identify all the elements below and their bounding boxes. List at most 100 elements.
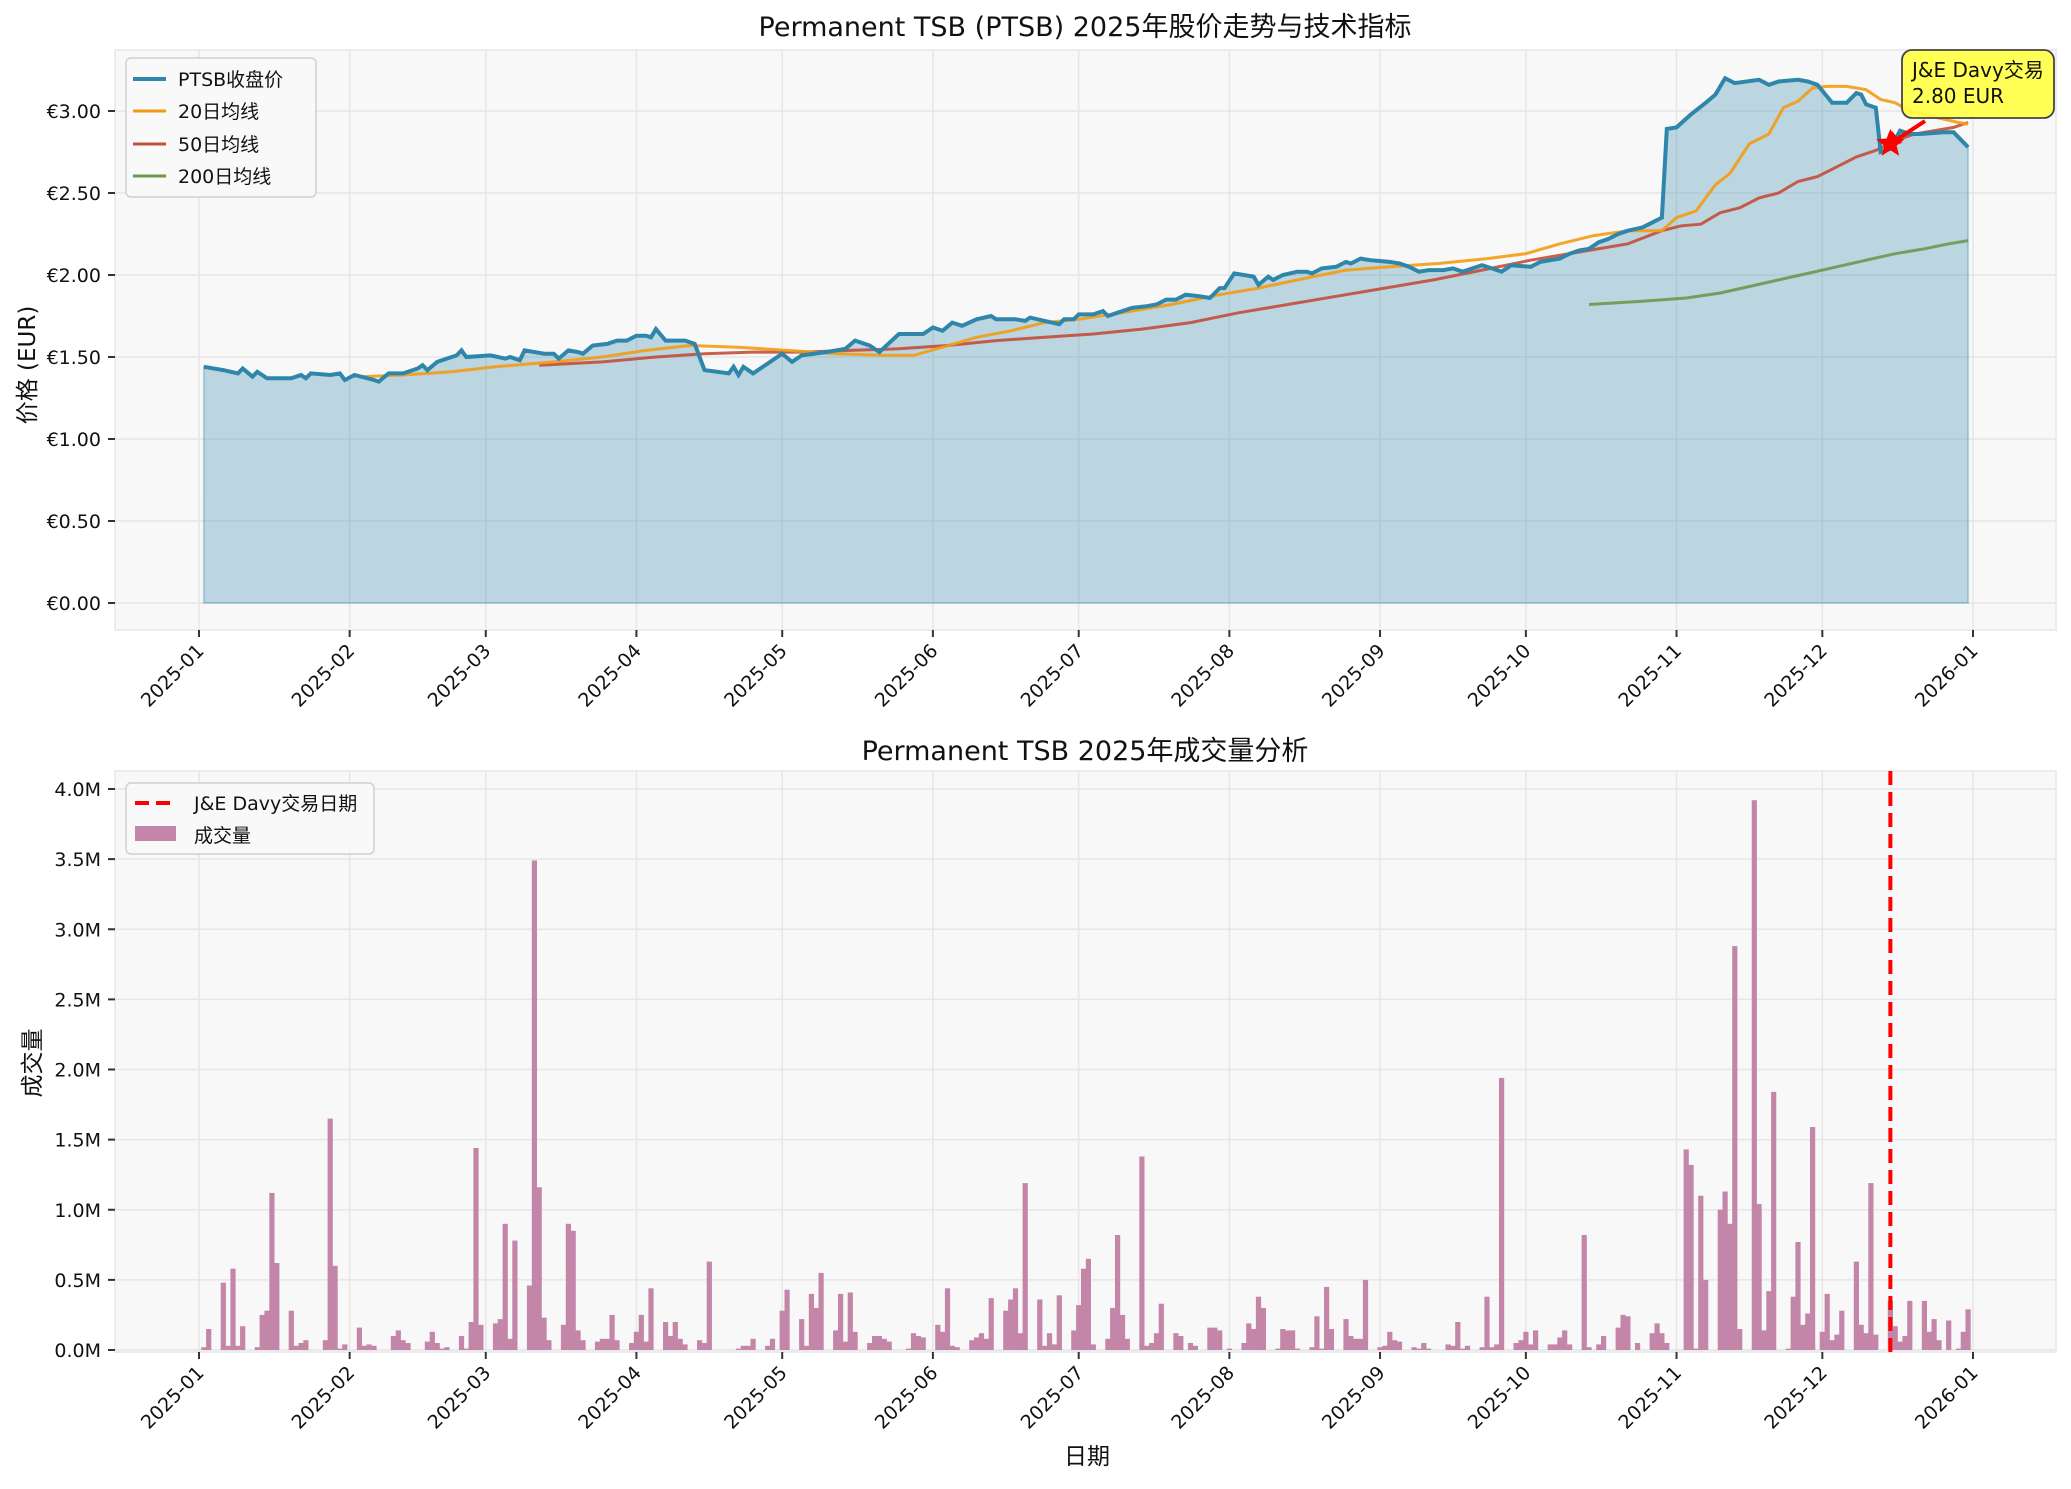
volume-bar: [1124, 1338, 1130, 1350]
volume-bar: [1824, 1293, 1830, 1350]
volume-bar: [1460, 1348, 1466, 1350]
volume-bar: [1829, 1340, 1835, 1350]
volume-bar: [395, 1330, 401, 1350]
volume-bar: [1625, 1316, 1631, 1350]
volume-bar: [1144, 1345, 1150, 1350]
volume-bar: [920, 1337, 926, 1350]
volume-bar: [852, 1331, 858, 1350]
volume-bar: [1255, 1296, 1262, 1350]
volume-bar: [940, 1331, 946, 1350]
volume-bar: [1056, 1295, 1062, 1350]
volume-bar: [434, 1343, 440, 1350]
volume-bar: [983, 1338, 989, 1350]
volume-bar: [697, 1340, 703, 1350]
volume-bar: [1892, 1326, 1898, 1350]
volume-bar: [1790, 1296, 1796, 1350]
volume-y-tick-label: 2.0M: [54, 1060, 101, 1082]
price-chart-title: Permanent TSB (PTSB) 2025年股价走势与技术指标: [759, 12, 1412, 43]
volume-bar: [254, 1347, 260, 1350]
volume-bar: [541, 1317, 547, 1350]
volume-bar: [1528, 1344, 1534, 1350]
volume-bar: [1785, 1348, 1791, 1350]
volume-bar: [1479, 1347, 1485, 1350]
price-y-tick-label: €1.50: [47, 347, 101, 369]
volume-bar: [439, 1348, 445, 1350]
volume-bar: [371, 1345, 377, 1350]
volume-y-tick-label: 0.0M: [54, 1340, 101, 1362]
price-y-tick-label: €0.50: [47, 511, 101, 533]
volume-bar: [915, 1336, 921, 1350]
volume-bar: [1955, 1348, 1961, 1350]
price-y-label: 价格 (EUR): [15, 306, 41, 425]
volume-bar: [1153, 1333, 1160, 1350]
volume-bar: [1552, 1344, 1558, 1350]
volume-bar: [1834, 1334, 1840, 1350]
legend-ma50-label: 50日均线: [178, 134, 259, 156]
volume-bar: [1421, 1343, 1427, 1350]
volume-bar: [269, 1192, 275, 1350]
volume-bar: [458, 1336, 465, 1350]
volume-bar: [1965, 1309, 1971, 1350]
volume-bar: [663, 1322, 669, 1351]
volume-bar: [1756, 1204, 1762, 1350]
volume-bar: [1693, 1348, 1699, 1350]
volume-bar: [1387, 1331, 1393, 1350]
volume-bar: [390, 1336, 396, 1350]
volume-bar: [1324, 1286, 1330, 1350]
volume-bar: [1513, 1343, 1519, 1350]
volume-bar: [1187, 1343, 1194, 1350]
volume-bar: [633, 1331, 639, 1350]
volume-y-tick-label: 4.0M: [54, 779, 101, 801]
volume-bar: [1649, 1333, 1655, 1350]
volume-bars: [201, 800, 1971, 1351]
volume-bar: [1805, 1313, 1811, 1350]
volume-bar: [1795, 1242, 1801, 1350]
bar-legend-swatch: [135, 826, 176, 841]
volume-bar: [1698, 1195, 1704, 1350]
volume-bar: [978, 1333, 985, 1350]
volume-bar: [847, 1292, 853, 1350]
volume-bar: [303, 1340, 309, 1350]
volume-bar: [1173, 1333, 1179, 1350]
volume-bar: [1766, 1291, 1772, 1350]
price-y-tick-label: €3.00: [47, 101, 101, 123]
volume-bar: [1377, 1347, 1383, 1350]
volume-bar: [1396, 1341, 1403, 1350]
volume-bar: [1046, 1333, 1053, 1350]
volume-bar: [867, 1343, 873, 1350]
volume-bar: [1003, 1310, 1009, 1350]
volume-bar: [225, 1345, 231, 1350]
trade-star-marker: [1876, 128, 1905, 156]
price-chart: €0.00€0.50€1.00€1.50€2.00€2.50€3.00 2025…: [15, 12, 2057, 712]
volume-bar: [1683, 1149, 1689, 1350]
volume-bar: [1309, 1347, 1315, 1350]
volume-bar: [779, 1310, 785, 1350]
volume-bar: [444, 1347, 450, 1350]
volume-bar: [935, 1324, 941, 1350]
volume-bar: [1445, 1344, 1451, 1350]
volume-bar: [1960, 1331, 1966, 1350]
volume-bar: [1192, 1345, 1198, 1350]
volume-x-label: 日期: [1064, 1444, 1110, 1470]
volume-bar: [1654, 1323, 1660, 1350]
volume-bar: [1601, 1336, 1607, 1350]
volume-bar: [1533, 1330, 1539, 1350]
volume-bar: [1455, 1322, 1461, 1351]
volume-bar: [322, 1340, 328, 1350]
volume-bar: [478, 1324, 484, 1350]
volume-bar: [400, 1340, 406, 1350]
price-y-tick-label: €2.50: [47, 183, 101, 205]
volume-y-label: 成交量: [20, 1029, 46, 1098]
volume-bar: [502, 1223, 508, 1350]
volume-bar: [1115, 1235, 1121, 1350]
volume-bar: [1635, 1343, 1641, 1350]
volume-bar: [1703, 1279, 1709, 1350]
davy-trade-annotation: J&E Davy交易 2.80 EUR: [1876, 49, 2055, 156]
volume-bar: [1280, 1329, 1286, 1350]
volume-bar: [1596, 1344, 1602, 1350]
volume-bar: [745, 1345, 751, 1350]
volume-y-tick-label: 2.5M: [54, 989, 101, 1011]
volume-y-axis: 0.0M 0.5M 1.0M 1.5M 2.0M 2.5M 3.0M 3.5M 4.0M: [54, 779, 115, 1362]
volume-bar: [264, 1310, 270, 1350]
